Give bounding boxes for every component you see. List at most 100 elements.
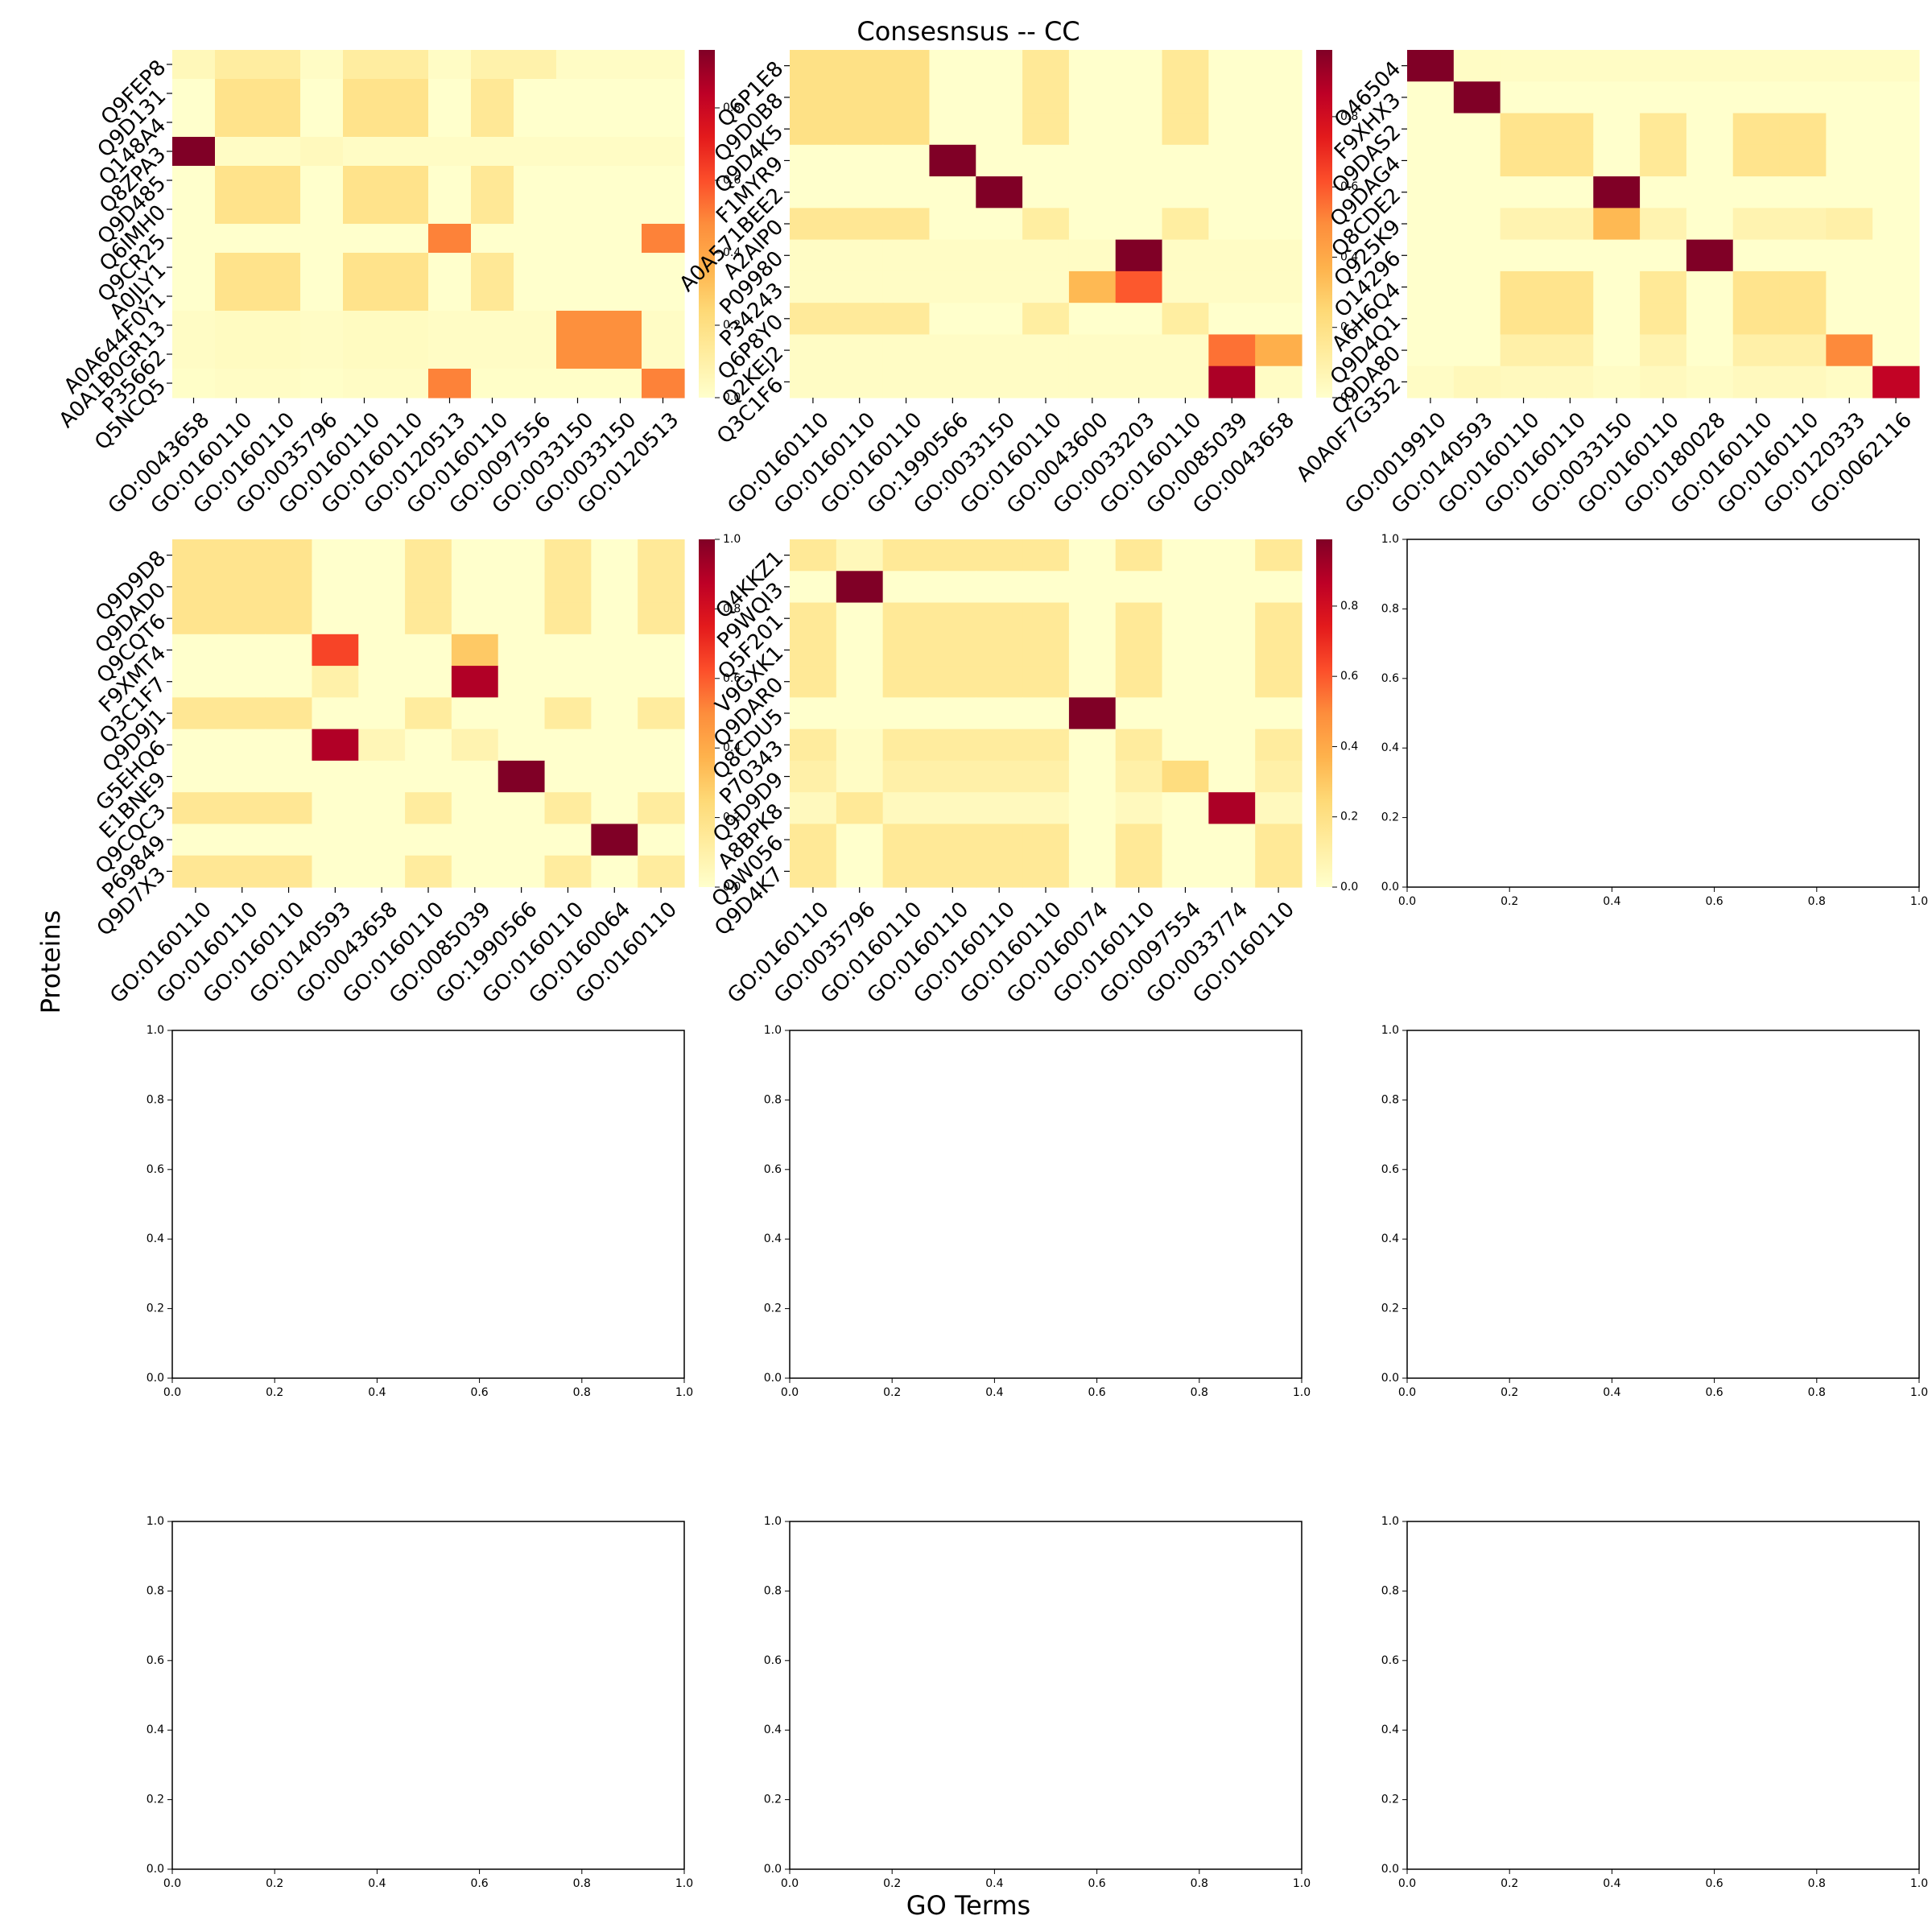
heatmap-cell [471, 282, 514, 312]
heatmap-cell [265, 824, 313, 857]
heatmap-cell [836, 144, 884, 177]
x-tick-label: 0.8 [1808, 1877, 1826, 1890]
heatmap-cell [1593, 303, 1641, 336]
heatmap-cell [1022, 729, 1070, 762]
x-tick-label: 0.8 [1191, 1386, 1208, 1399]
x-tick-label: 0.6 [470, 1877, 488, 1890]
heatmap-cell [1407, 113, 1455, 146]
heatmap-cell [836, 81, 884, 114]
heatmap-cell [976, 855, 1023, 888]
heatmap-cell [882, 634, 931, 667]
heatmap-cell [1546, 144, 1594, 177]
heatmap-cell [1115, 50, 1163, 82]
heatmap-cell [1115, 176, 1163, 208]
x-tick-label: 0.6 [1088, 1386, 1105, 1399]
heatmap-cell [929, 602, 976, 635]
x-tick-label: 0.2 [266, 1386, 283, 1399]
heatmap-cell [215, 137, 258, 167]
heatmap-cell [428, 311, 472, 341]
heatmap-cell [258, 369, 301, 398]
empty-axes-frame [1406, 1521, 1920, 1870]
heatmap-cell [1500, 239, 1548, 272]
heatmap-cell [1162, 113, 1209, 146]
heatmap-cell [1686, 239, 1734, 272]
heatmap-cell [343, 253, 386, 283]
heatmap-cell [428, 253, 472, 283]
heatmap-cell [471, 137, 514, 167]
heatmap-cell [1068, 113, 1117, 146]
colorbar-tick-label: 0.4 [1340, 740, 1358, 753]
heatmap-cell [1022, 270, 1070, 303]
heatmap-cell [343, 224, 386, 254]
heatmap-cell [1826, 50, 1873, 82]
heatmap-cell [1686, 50, 1734, 82]
colorbar-tick-label: 0.0 [723, 391, 741, 404]
heatmap-cell [358, 602, 406, 635]
heatmap-cell [929, 792, 976, 825]
heatmap-cell [790, 176, 837, 208]
heatmap-cell [386, 224, 429, 254]
heatmap-cell [1640, 144, 1687, 177]
heatmap-cell [929, 81, 976, 114]
heatmap-cell [642, 108, 685, 138]
heatmap-cell [300, 369, 344, 398]
heatmap-cell [1068, 697, 1117, 730]
heatmap-cell [343, 50, 386, 80]
heatmap-cell [1022, 81, 1070, 114]
colorbar-tick-label: 0.8 [723, 602, 741, 615]
heatmap-cell [1500, 144, 1548, 177]
heatmap-cell [258, 311, 301, 341]
heatmap-cell [1593, 270, 1641, 303]
heatmap-cell [300, 340, 344, 369]
heatmap-cell [1640, 365, 1687, 398]
heatmap-cell [1640, 208, 1687, 241]
heatmap-cell [1022, 144, 1070, 177]
heatmap-cell [1732, 113, 1781, 146]
heatmap-cell [976, 144, 1023, 177]
heatmap-cell [172, 602, 220, 635]
heatmap-cell [1162, 697, 1209, 730]
subplot-10: 0.00.0 0.2 0.2 0.4 0.4 0.6 0.6 0.8 0.8 1.0 1.0 [147, 1515, 693, 1890]
heatmap-cell [1407, 50, 1455, 82]
heatmap-cell [1453, 113, 1501, 146]
x-tick-label: 0.0 [781, 1877, 799, 1890]
heatmap-cell [471, 224, 514, 254]
x-tick-label: 0.6 [1088, 1877, 1105, 1890]
heatmap-cell [1115, 855, 1163, 888]
heatmap-cell [642, 137, 685, 167]
heatmap-cell [1208, 50, 1256, 82]
heatmap-cell [172, 50, 216, 80]
heatmap-cell [386, 108, 429, 138]
heatmap-cell [544, 760, 592, 793]
heatmap-cell [1255, 697, 1302, 730]
empty-axes-frame [789, 1030, 1302, 1379]
heatmap-cell [882, 176, 931, 208]
heatmap-cell [1162, 855, 1209, 888]
heatmap-cell [882, 760, 931, 793]
heatmap-cell [1255, 602, 1302, 635]
heatmap-cell [497, 760, 546, 793]
heatmap-cell [1453, 239, 1501, 272]
heatmap-cell [1593, 176, 1641, 208]
y-tick-label: 0.2 [1381, 1302, 1399, 1315]
heatmap-cell [976, 81, 1023, 114]
heatmap-cell [1407, 334, 1455, 367]
x-tick-label: 1.0 [1293, 1877, 1311, 1890]
colorbar-tick-label: 0.6 [1340, 670, 1358, 683]
x-tick-label: 0.0 [781, 1386, 799, 1399]
heatmap-cell [451, 602, 499, 635]
heatmap-cell [1255, 855, 1302, 888]
heatmap-cell [172, 253, 216, 283]
heatmap-cell [1162, 760, 1209, 793]
heatmap-cell [929, 239, 976, 272]
heatmap-cell [642, 224, 685, 254]
heatmap-cell [1115, 760, 1163, 793]
heatmap-cell [1546, 365, 1594, 398]
heatmap-cell [218, 760, 266, 793]
heatmap-cell [1068, 270, 1117, 303]
heatmap-cell [882, 855, 931, 888]
heatmap-cell [556, 340, 600, 369]
heatmap-cell [544, 666, 592, 698]
heatmap-cell [471, 166, 514, 196]
heatmap-cell [976, 760, 1023, 793]
